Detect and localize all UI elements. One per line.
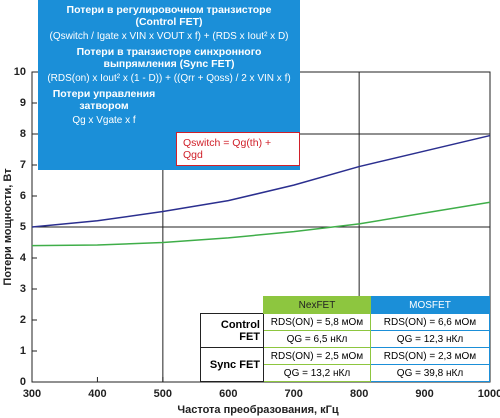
- y-tick-label: 8: [20, 128, 26, 140]
- series-line: [31, 134, 491, 228]
- x-tick-label: 900: [415, 388, 433, 400]
- y-tick-label: 6: [20, 190, 26, 202]
- y-tick-label: 1: [20, 345, 26, 357]
- formula-title: Потери в транзисторе синхронного выпрямл…: [76, 46, 262, 70]
- data-table: NexFET MOSFET Control FET RDS(ON) = 5,8 мОм…: [200, 296, 490, 382]
- series-line: [31, 201, 491, 247]
- row-label: Control FET: [200, 313, 264, 348]
- formula: Qg x Vgate x f: [72, 115, 136, 126]
- formula-box: Потери в регулировочном транзисторе (Con…: [38, 0, 300, 170]
- y-tick-label: 10: [14, 66, 26, 78]
- table-body: NexFET MOSFET Control FET RDS(ON) = 5,8 мОм…: [200, 296, 490, 382]
- x-tick-label: 400: [88, 388, 106, 400]
- table-row: QG = 13,2 нКл QG = 39,8 нКл: [201, 364, 490, 382]
- table-cell: RDS(ON) = 2,3 мОм: [370, 347, 490, 365]
- formula-subtitle: (Control FET): [135, 16, 203, 28]
- table-cell: QG = 39,8 нКл: [370, 364, 490, 382]
- formula: (RDS(on) x Iout² x (1 - D)) + ((Qrr + Qo…: [47, 73, 291, 84]
- x-tick-label: 300: [23, 388, 41, 400]
- x-tick-label: 700: [285, 388, 303, 400]
- formula-note: Qswitch = Qg(th) + Qgd: [176, 132, 300, 166]
- table-row: Sync FET RDS(ON) = 2,5 мОм RDS(ON) = 2,3 м…: [200, 347, 490, 382]
- x-tick-label: 1000: [478, 388, 500, 400]
- y-tick-label: 3: [20, 283, 26, 295]
- table-cell: RDS(ON) = 5,8 мОм: [263, 313, 371, 331]
- y-tick-label: 9: [20, 97, 26, 109]
- formula-title: Потери в регулировочном транзисторе: [66, 4, 272, 16]
- table-cell: RDS(ON) = 2,5 мОм: [263, 347, 371, 365]
- x-tick-label: 800: [350, 388, 368, 400]
- y-tick-label: 7: [20, 159, 26, 171]
- table-cell: RDS(ON) = 6,6 мОм: [370, 313, 490, 331]
- y-tick-label: 5: [20, 221, 26, 233]
- corner-cell: [201, 297, 264, 314]
- y-tick-label: 4: [20, 252, 27, 264]
- table-cell: QG = 12,3 нКл: [370, 330, 490, 348]
- x-tick-label: 600: [219, 388, 237, 400]
- table-cell: QG = 6,5 нКл: [263, 330, 371, 348]
- y-tick-label: 2: [20, 314, 26, 326]
- y-axis-title: Потери мощности, Вт: [2, 168, 14, 286]
- row-label: Sync FET: [200, 347, 264, 382]
- header-row: NexFET MOSFET: [201, 296, 490, 314]
- formula: (Qswitch / Igate x VIN x VOUT x f) + (RD…: [49, 31, 289, 42]
- table-row: Control FET RDS(ON) = 5,8 мОм RDS(ON) = 6,…: [200, 313, 490, 348]
- y-tick-label: 0: [20, 376, 26, 388]
- header-cell: NexFET: [263, 296, 371, 314]
- header-cell: MOSFET: [370, 296, 490, 314]
- x-axis-title: Частота преобразования, кГц: [177, 404, 339, 416]
- table-cell: QG = 13,2 нКл: [263, 364, 371, 382]
- x-tick-label: 500: [154, 388, 172, 400]
- formula-title: Потери управления затвором: [52, 88, 156, 112]
